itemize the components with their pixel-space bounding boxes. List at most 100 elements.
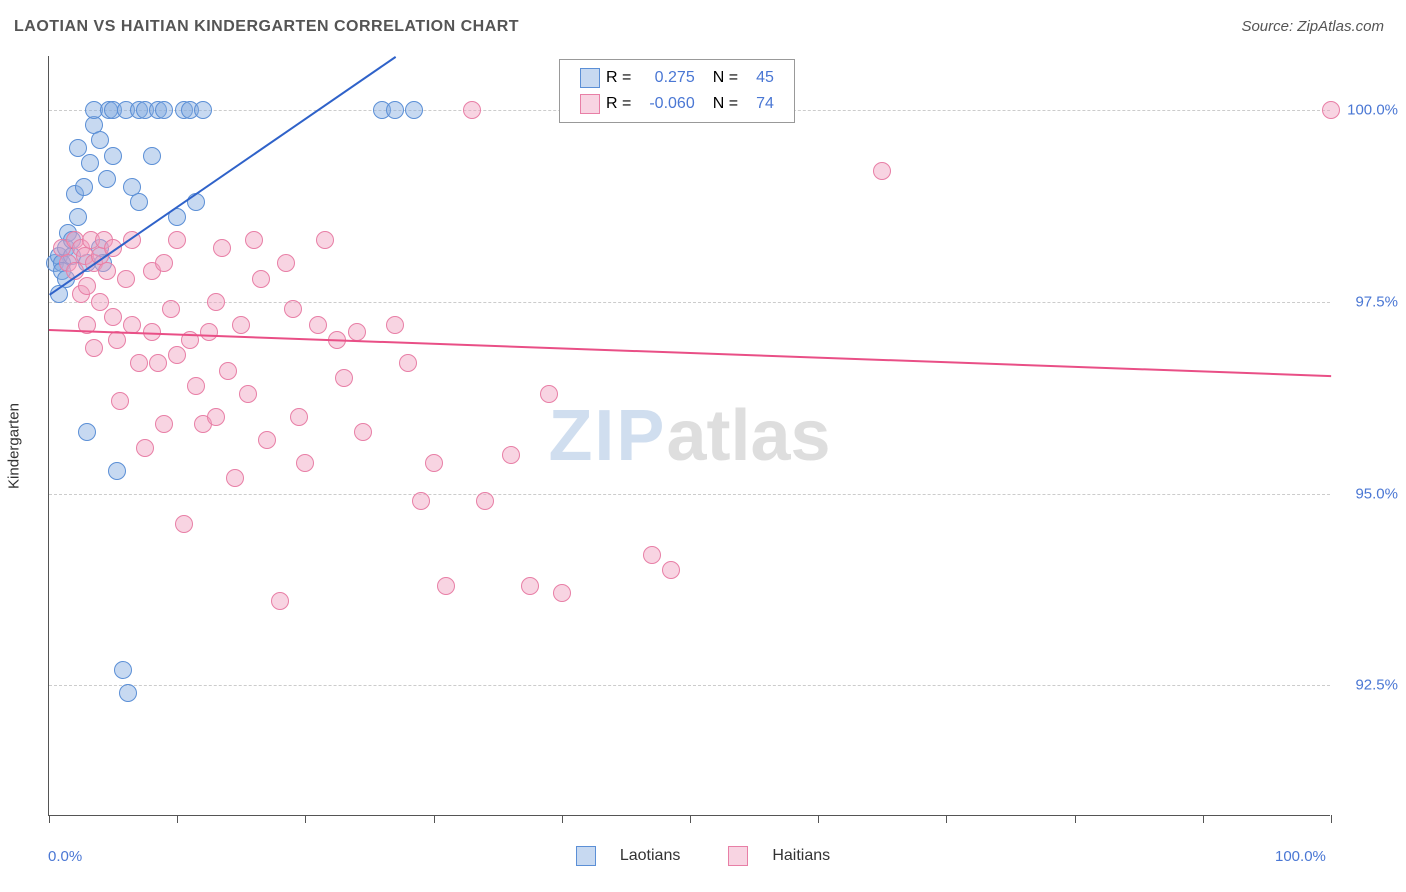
scatter-point <box>108 331 126 349</box>
legend-swatch <box>728 846 748 866</box>
watermark: ZIPatlas <box>548 395 830 477</box>
scatter-point <box>69 139 87 157</box>
scatter-point <box>168 346 186 364</box>
legend-swatch <box>580 68 600 88</box>
scatter-point <box>130 193 148 211</box>
scatter-point <box>226 469 244 487</box>
x-tick <box>1203 815 1204 823</box>
scatter-point <box>162 300 180 318</box>
chart-title: LAOTIAN VS HAITIAN KINDERGARTEN CORRELAT… <box>14 18 519 36</box>
scatter-point <box>114 661 132 679</box>
scatter-point <box>245 231 263 249</box>
legend-label: Haitians <box>772 847 830 864</box>
scatter-point <box>149 354 167 372</box>
x-tick <box>562 815 563 823</box>
legend-swatch <box>580 94 600 114</box>
scatter-point <box>354 423 372 441</box>
scatter-point <box>348 323 366 341</box>
scatter-point <box>117 270 135 288</box>
scatter-point <box>98 170 116 188</box>
scatter-point <box>143 147 161 165</box>
x-tick <box>305 815 306 823</box>
scatter-point <box>239 385 257 403</box>
scatter-point <box>111 392 129 410</box>
n-value: 45 <box>748 66 782 90</box>
scatter-point <box>91 131 109 149</box>
y-tick-label: 95.0% <box>1338 485 1398 502</box>
series-legend: Laotians Haitians <box>0 846 1406 866</box>
grid-line <box>49 494 1330 495</box>
scatter-point <box>194 101 212 119</box>
scatter-point <box>232 316 250 334</box>
scatter-point <box>258 431 276 449</box>
scatter-point <box>386 101 404 119</box>
scatter-point <box>104 308 122 326</box>
scatter-point <box>98 262 116 280</box>
scatter-point <box>119 684 137 702</box>
chart-container: LAOTIAN VS HAITIAN KINDERGARTEN CORRELAT… <box>0 0 1406 892</box>
scatter-point <box>78 423 96 441</box>
scatter-point <box>187 377 205 395</box>
scatter-point <box>213 239 231 257</box>
x-tick <box>434 815 435 823</box>
scatter-point <box>130 354 148 372</box>
x-tick <box>49 815 50 823</box>
scatter-point <box>437 577 455 595</box>
scatter-point <box>207 408 225 426</box>
x-tick <box>1331 815 1332 823</box>
r-label: R = <box>606 95 631 112</box>
scatter-point <box>316 231 334 249</box>
scatter-point <box>662 561 680 579</box>
scatter-point <box>335 369 353 387</box>
scatter-point <box>540 385 558 403</box>
scatter-point <box>69 208 87 226</box>
x-tick <box>1075 815 1076 823</box>
scatter-point <box>81 154 99 172</box>
r-value: -0.060 <box>641 92 702 116</box>
scatter-point <box>643 546 661 564</box>
scatter-point <box>207 293 225 311</box>
scatter-point <box>108 462 126 480</box>
legend-swatch <box>576 846 596 866</box>
scatter-point <box>1322 101 1340 119</box>
scatter-point <box>412 492 430 510</box>
stats-legend: R = 0.275N =45 R = -0.060N =74 <box>559 59 795 123</box>
scatter-point <box>104 147 122 165</box>
y-tick-label: 97.5% <box>1338 293 1398 310</box>
x-tick <box>690 815 691 823</box>
scatter-point <box>521 577 539 595</box>
plot-area: ZIPatlas 92.5%95.0%97.5%100.0%R =0.275N … <box>48 56 1330 816</box>
legend-item: Laotians <box>564 847 693 864</box>
scatter-point <box>873 162 891 180</box>
scatter-point <box>200 323 218 341</box>
n-value: 74 <box>748 92 782 116</box>
scatter-point <box>502 446 520 464</box>
watermark-part1: ZIP <box>548 396 666 476</box>
scatter-point <box>463 101 481 119</box>
r-value: 0.275 <box>641 66 702 90</box>
watermark-part2: atlas <box>666 396 830 476</box>
legend-item: Haitians <box>716 847 842 864</box>
scatter-point <box>168 231 186 249</box>
r-label: R = <box>606 69 631 86</box>
scatter-point <box>277 254 295 272</box>
scatter-point <box>290 408 308 426</box>
y-tick-label: 92.5% <box>1338 677 1398 694</box>
scatter-point <box>75 178 93 196</box>
scatter-point <box>155 415 173 433</box>
n-label: N = <box>705 92 746 116</box>
scatter-point <box>386 316 404 334</box>
scatter-point <box>175 515 193 533</box>
scatter-point <box>405 101 423 119</box>
x-tick <box>818 815 819 823</box>
legend-label: Laotians <box>620 847 681 864</box>
grid-line <box>49 685 1330 686</box>
grid-line <box>49 302 1330 303</box>
scatter-point <box>284 300 302 318</box>
scatter-point <box>553 584 571 602</box>
scatter-point <box>91 293 109 311</box>
trend-line <box>49 329 1331 377</box>
scatter-point <box>78 277 96 295</box>
source-label: Source: ZipAtlas.com <box>1241 18 1384 35</box>
n-label: N = <box>705 66 746 90</box>
